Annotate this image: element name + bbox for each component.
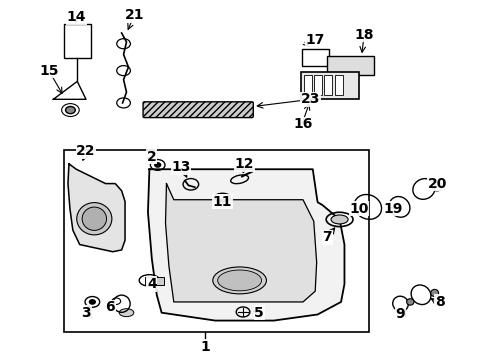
FancyBboxPatch shape bbox=[143, 102, 253, 118]
Text: 20: 20 bbox=[427, 177, 446, 190]
Polygon shape bbox=[53, 81, 86, 99]
Text: 3: 3 bbox=[81, 306, 91, 320]
Ellipse shape bbox=[82, 207, 106, 230]
Text: 23: 23 bbox=[300, 92, 319, 106]
Bar bbox=[302, 49, 328, 66]
Text: 12: 12 bbox=[234, 157, 254, 171]
Text: 7: 7 bbox=[322, 230, 331, 244]
Bar bbox=[64, 24, 91, 58]
Ellipse shape bbox=[217, 270, 261, 291]
Text: 8: 8 bbox=[434, 295, 444, 309]
Bar bbox=[304, 75, 311, 95]
Text: 1: 1 bbox=[200, 340, 210, 354]
Bar bbox=[300, 72, 358, 99]
Bar bbox=[145, 277, 163, 285]
Text: 11: 11 bbox=[212, 194, 232, 208]
Circle shape bbox=[89, 300, 95, 304]
Text: 9: 9 bbox=[395, 307, 405, 321]
Text: 5: 5 bbox=[254, 306, 264, 320]
Bar bbox=[64, 149, 368, 332]
Ellipse shape bbox=[119, 309, 134, 317]
Bar bbox=[334, 75, 342, 95]
Text: 14: 14 bbox=[66, 10, 86, 24]
Text: 15: 15 bbox=[40, 64, 59, 78]
Ellipse shape bbox=[77, 203, 112, 235]
Polygon shape bbox=[68, 164, 125, 252]
Text: 17: 17 bbox=[305, 33, 324, 47]
Ellipse shape bbox=[330, 215, 347, 224]
Bar bbox=[314, 75, 322, 95]
Polygon shape bbox=[165, 184, 316, 302]
Ellipse shape bbox=[212, 267, 266, 294]
Circle shape bbox=[65, 107, 75, 114]
Bar bbox=[324, 75, 331, 95]
Text: 6: 6 bbox=[105, 300, 115, 314]
Bar bbox=[327, 56, 373, 75]
Ellipse shape bbox=[430, 289, 438, 297]
Polygon shape bbox=[148, 169, 344, 320]
Circle shape bbox=[155, 163, 160, 167]
Text: 2: 2 bbox=[147, 150, 157, 164]
Text: 19: 19 bbox=[383, 202, 402, 216]
Text: 21: 21 bbox=[125, 8, 144, 22]
Text: 22: 22 bbox=[76, 144, 96, 158]
Text: 4: 4 bbox=[147, 277, 157, 291]
Ellipse shape bbox=[406, 299, 413, 305]
Text: 16: 16 bbox=[293, 117, 312, 131]
Text: 18: 18 bbox=[353, 28, 373, 42]
Text: 13: 13 bbox=[171, 161, 190, 175]
Text: 10: 10 bbox=[349, 202, 368, 216]
